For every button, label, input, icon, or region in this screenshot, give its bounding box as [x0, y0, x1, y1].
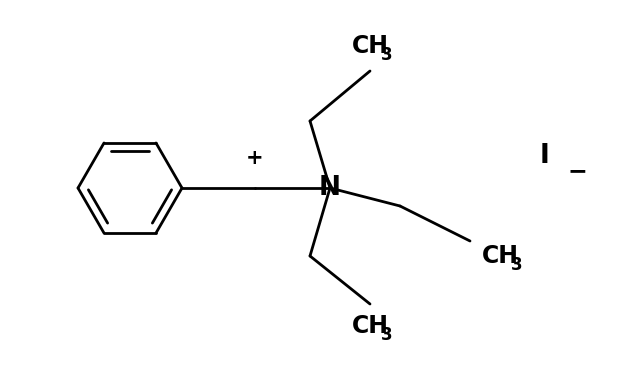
Text: CH: CH	[481, 244, 518, 268]
Text: N: N	[319, 175, 341, 201]
Text: −: −	[568, 159, 588, 183]
Text: +: +	[246, 148, 264, 168]
Text: I: I	[540, 143, 550, 169]
Text: CH: CH	[351, 34, 388, 58]
Text: 3: 3	[381, 46, 392, 64]
Text: 3: 3	[511, 256, 523, 274]
Text: 3: 3	[381, 326, 392, 344]
Text: CH: CH	[351, 314, 388, 338]
